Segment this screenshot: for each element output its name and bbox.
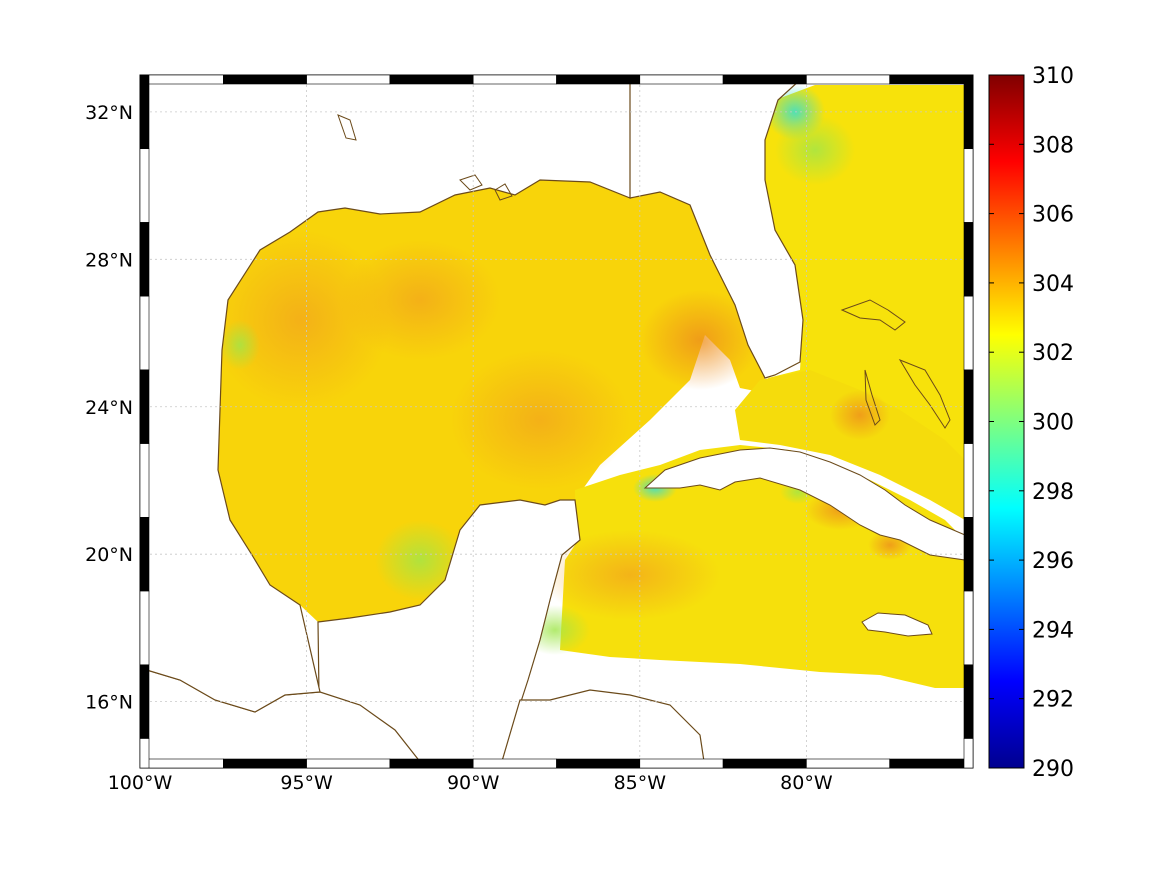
- lon-tick-label: 100°W: [108, 772, 173, 794]
- frame-segment: [722, 758, 807, 769]
- warm-patch: [540, 530, 720, 620]
- frame-segment: [639, 758, 724, 769]
- frame-segment: [472, 758, 557, 769]
- lon-tick-label: 80°W: [780, 772, 833, 794]
- frame-segment: [963, 369, 974, 444]
- colorbar-tick-label: 290: [1032, 757, 1074, 782]
- frame-segment: [306, 74, 391, 85]
- warm-patch: [210, 230, 390, 410]
- frame-segment: [139, 295, 150, 371]
- lat-tick-label: 16°N: [85, 692, 133, 714]
- frame-segment: [722, 74, 807, 85]
- frame-segment: [963, 738, 974, 769]
- cool-patch: [220, 320, 260, 370]
- colorbar-tick-label: 298: [1032, 480, 1074, 505]
- frame-segment: [139, 222, 150, 297]
- frame-segment: [556, 758, 641, 769]
- frame-segment: [963, 590, 974, 666]
- frame-segment: [389, 74, 474, 85]
- lon-tick-label: 85°W: [614, 772, 667, 794]
- frame-segment: [139, 517, 150, 592]
- lat-tick-label: 28°N: [85, 249, 133, 271]
- lat-tick-label: 24°N: [85, 397, 133, 419]
- sst-field: [140, 79, 966, 768]
- lat-tick-label: 32°N: [85, 102, 133, 124]
- lat-tick-label: 20°N: [85, 544, 133, 566]
- jamaica-land: [861, 612, 933, 637]
- honduras-land: [499, 689, 706, 768]
- warm-patch: [640, 290, 760, 390]
- frame-segment: [963, 517, 974, 592]
- frame-segment: [963, 148, 974, 223]
- colorbar-tick-label: 300: [1032, 411, 1074, 436]
- frame-segment: [223, 758, 307, 769]
- colorbar: [988, 74, 1025, 769]
- mexico-coast: [140, 79, 631, 713]
- bahamas-land: [840, 299, 951, 429]
- frame-segment: [139, 369, 150, 444]
- longitude-axis: 100°W 95°W 90°W 85°W 80°W: [108, 772, 833, 794]
- frame-segment: [963, 443, 974, 518]
- frame-segment: [139, 664, 150, 739]
- frame-segment: [139, 148, 150, 223]
- frame-segment: [389, 758, 474, 769]
- colorbar-tick-label: 304: [1032, 272, 1074, 297]
- latitude-axis: 32°N 28°N 24°N 20°N 16°N: [85, 102, 133, 714]
- lon-tick-label: 95°W: [280, 772, 333, 794]
- frame-segment: [806, 758, 891, 769]
- frame-segment: [139, 74, 224, 85]
- frame-segment: [139, 590, 150, 666]
- frame-segment: [889, 74, 974, 85]
- warm-patch: [830, 390, 890, 440]
- frame-segment: [639, 74, 724, 85]
- frame-segment: [963, 74, 974, 150]
- frame-segment: [139, 738, 150, 769]
- frame-segment: [806, 74, 891, 85]
- frame-segment: [963, 222, 974, 297]
- map-frame-border: [139, 74, 974, 769]
- frame-segment: [889, 758, 974, 769]
- colorbar-tick-label: 296: [1032, 549, 1074, 574]
- bahamas-channel-sst: [735, 370, 965, 520]
- colorbar-tick-label: 294: [1032, 618, 1074, 643]
- colorbar-ticks: 310 308 306 304 302 300 298 296 294 292 290: [989, 64, 1074, 782]
- frame-segment: [306, 758, 391, 769]
- colorbar-tick-label: 292: [1032, 688, 1074, 713]
- frame-segment: [472, 74, 557, 85]
- colorbar-tick-label: 306: [1032, 203, 1074, 228]
- frame-segment: [139, 758, 224, 769]
- colorbar-tick-label: 308: [1032, 133, 1074, 158]
- cool-patch: [375, 520, 465, 600]
- warm-patch: [340, 240, 500, 360]
- lon-tick-label: 90°W: [447, 772, 500, 794]
- frame-segment: [139, 443, 150, 518]
- frame-segment: [139, 74, 150, 150]
- frame-segment: [556, 74, 641, 85]
- texas-coast-detail: [337, 114, 513, 201]
- colorbar-tick-label: 310: [1032, 64, 1074, 89]
- frame-segment: [223, 74, 307, 85]
- warm-patch: [450, 350, 630, 490]
- frame-segment: [963, 664, 974, 739]
- colorbar-tick-label: 302: [1032, 341, 1074, 366]
- frame-segment: [963, 295, 974, 371]
- cool-patch: [775, 115, 855, 185]
